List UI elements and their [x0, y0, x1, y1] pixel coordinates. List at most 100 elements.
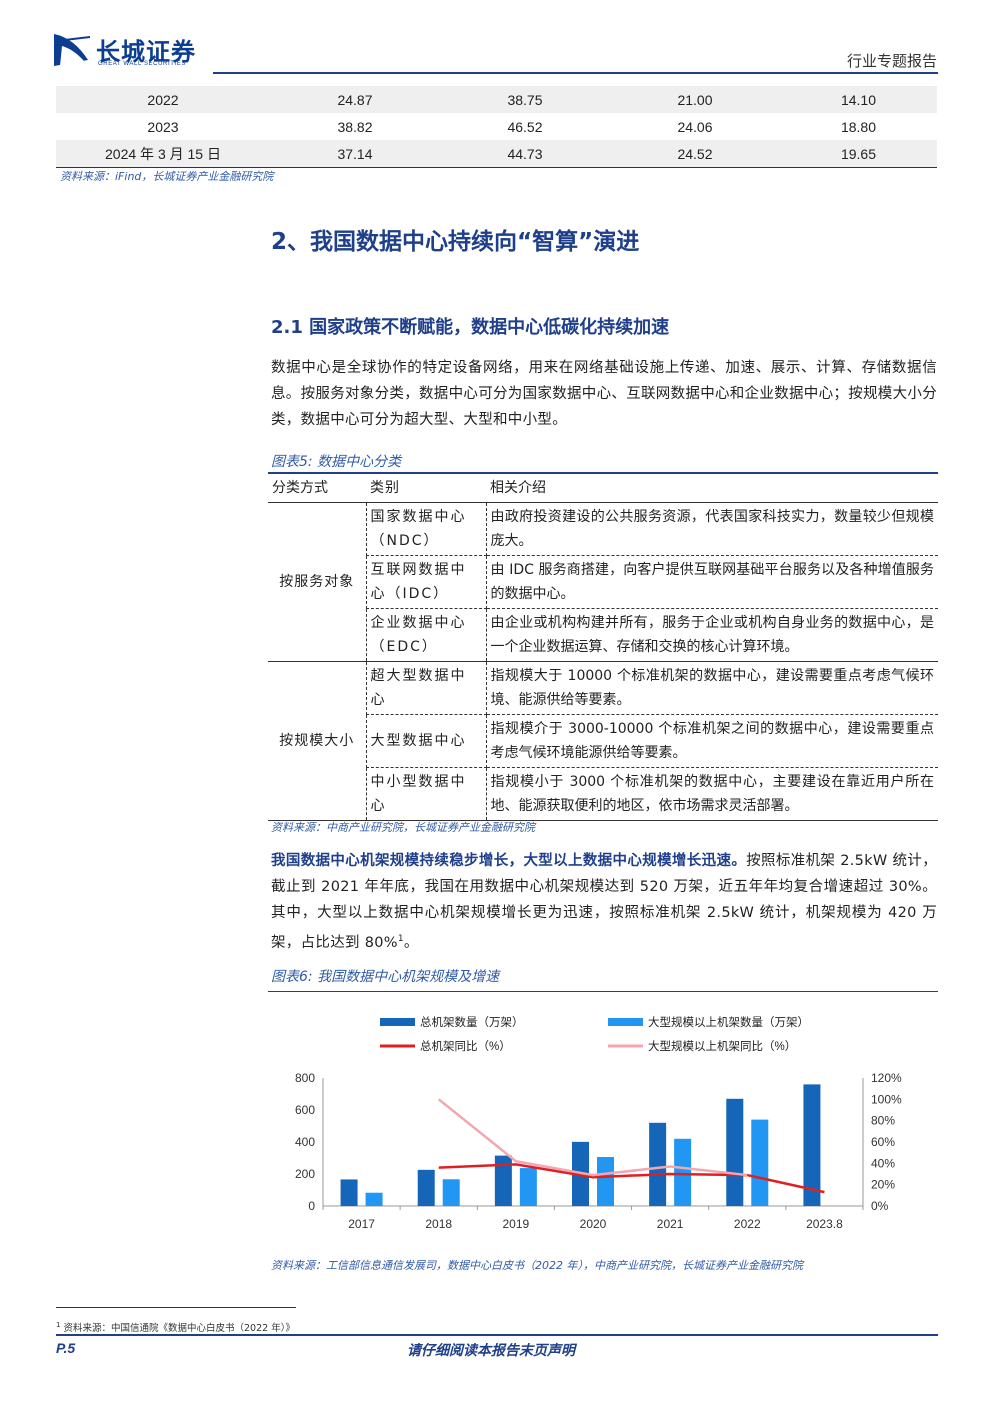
table-cell: 2023	[147, 118, 179, 135]
category-cell: 互联网数据中心（IDC）	[365, 555, 487, 609]
figure5-source: 资料来源：中商产业研究院，长城证券产业金融研究院	[271, 821, 535, 834]
description-cell: 由 IDC 服务商搭建，向客户提供互联网基础平台服务以及各种增值服务的数据中心。	[486, 555, 938, 609]
y-tick-label: 400	[295, 1135, 315, 1149]
x-tick-label: 2020	[580, 1217, 607, 1231]
header-cell: 相关介绍	[486, 472, 938, 503]
bar	[597, 1157, 614, 1206]
description-cell: 由企业或机构构建并所有，服务于企业或机构自身业务的数据中心，是一个企业数据运算、…	[486, 608, 938, 662]
bar	[803, 1084, 821, 1206]
legend-label: 总机架数量（万架）	[420, 1015, 524, 1029]
table-row: 大型数据中心 指规模介于 3000-10000 个标准机架之间的数据中心，建设需…	[268, 714, 938, 768]
table-row: 企业数据中心（EDC） 由企业或机构构建并所有，服务于企业或机构自身业务的数据中…	[268, 608, 938, 662]
rack-chart: 0 200 400 600 800 0% 20% 40% 60% 80% 100% 120% 2017 2…	[295, 1015, 902, 1231]
table-cell: 21.00	[610, 86, 780, 113]
category-cell: 大型数据中心	[365, 714, 487, 768]
y2-tick-label: 60%	[871, 1135, 895, 1149]
valuation-table: 2022 24.87 38.75 21.00 14.10 2023 38.82 …	[56, 86, 937, 167]
group-label: 按服务对象	[268, 502, 366, 662]
bar	[649, 1122, 667, 1206]
table-cell: 38.82	[337, 118, 373, 135]
bar	[494, 1155, 512, 1206]
bar	[751, 1119, 769, 1206]
table-bottom-rule	[56, 167, 937, 168]
paragraph-end: 。	[403, 934, 419, 951]
table-row: 2023 38.82 46.52 24.06 18.80	[56, 113, 937, 140]
description-cell: 指规模介于 3000-10000 个标准机架之间的数据中心，建设需要重点考虑气候…	[486, 714, 938, 768]
table-source: 资料来源：iFind，长城证券产业金融研究院	[60, 170, 274, 183]
table-row: 2022 24.87 38.75 21.00 14.10	[56, 86, 937, 113]
footnote-divider	[56, 1307, 296, 1308]
table-cell: 38.75	[440, 86, 610, 113]
x-tick-label: 2022	[734, 1217, 761, 1231]
figure6-source: 资料来源：工信部信息通信发展司，数据中心白皮书（2022 年），中商产业研究院，…	[271, 1259, 803, 1272]
category-cell: 超大型数据中心	[365, 661, 487, 715]
y2-tick-label: 100%	[871, 1092, 902, 1106]
bar	[726, 1098, 744, 1206]
legend-label: 大型规模以上机架数量（万架）	[648, 1015, 809, 1029]
paragraph-body: 按照标准机架 2.5kW 统计，截止到 2021 年年底，我国在用数据中心机架规…	[271, 853, 937, 951]
logo-en-text: GREAT WALL SECURITIES	[98, 61, 186, 67]
report-type: 行业专题报告	[846, 52, 937, 70]
y2-tick-label: 0%	[871, 1199, 889, 1213]
table-cell: 2024 年 3 月 15 日	[56, 140, 270, 167]
description-cell: 由政府投资建设的公共服务资源，代表国家科技实力，数量较少但规模庞大。	[486, 502, 938, 556]
category-cell: 中小型数据中心	[365, 767, 487, 821]
x-tick-label: 2018	[425, 1217, 452, 1231]
footnote: 1 资料来源：中国信通院《数据中心白皮书（2022 年）》	[56, 1320, 295, 1334]
table-row: 按规模大小 超大型数据中心 指规模大于 10000 个标准机架的数据中心，建设需…	[268, 661, 938, 821]
footnote-ref: 1	[397, 934, 404, 944]
table-cell: 14.10	[780, 86, 937, 113]
footnote-text: 资料来源：中国信通院《数据中心白皮书（2022 年）》	[63, 1323, 295, 1334]
page-number: P.5	[56, 1340, 76, 1356]
bar	[519, 1168, 537, 1206]
description-cell: 指规模大于 10000 个标准机架的数据中心，建设需要重点考虑气候环境、能源供给…	[486, 661, 938, 715]
x-tick-label: 2023.8	[806, 1217, 843, 1231]
group-label: 按规模大小	[268, 661, 366, 821]
header-rule	[213, 72, 938, 74]
bar	[365, 1192, 383, 1206]
table-row: 2024 年 3 月 15 日 37.14 44.73 24.52 19.65	[56, 140, 937, 167]
figure6-rule	[268, 991, 938, 992]
y-tick-label: 200	[295, 1167, 315, 1181]
header-cell: 分类方式	[268, 472, 366, 503]
x-tick-label: 2019	[503, 1217, 530, 1231]
table-cell: 44.73	[440, 140, 610, 167]
bar	[417, 1169, 435, 1206]
bar	[340, 1179, 358, 1206]
table-row: 按服务对象 国家数据中心（NDC） 由政府投资建设的公共服务资源，代表国家科技实…	[268, 502, 938, 662]
figure5-title: 图表5: 数据中心分类	[271, 454, 402, 470]
description-cell: 指规模小于 3000 个标准机架的数据中心，主要建设在靠近用户所在地、能源获取便…	[486, 767, 938, 821]
table-cell: 24.87	[270, 86, 440, 113]
table-cell: 19.65	[780, 140, 937, 167]
category-cell: 国家数据中心（NDC）	[365, 502, 487, 556]
section-heading: 2、我国数据中心持续向“智算”演进	[271, 229, 640, 255]
bar	[674, 1138, 692, 1206]
table-cell: 37.14	[270, 140, 440, 167]
y2-tick-label: 80%	[871, 1114, 895, 1128]
y2-tick-label: 40%	[871, 1156, 895, 1170]
table-header-row: 分类方式 类别 相关介绍	[268, 472, 938, 503]
paragraph-lead: 我国数据中心机架规模持续稳步增长，大型以上数据中心规模增长迅速。	[271, 853, 747, 869]
subsection-heading: 2.1 国家政策不断赋能，数据中心低碳化持续加速	[271, 317, 670, 338]
x-tick-label: 2021	[657, 1217, 684, 1231]
bar	[442, 1179, 460, 1206]
table-row: 中小型数据中心 指规模小于 3000 个标准机架的数据中心，主要建设在靠近用户所…	[268, 767, 938, 821]
legend-swatch	[608, 1018, 643, 1026]
logo: 长城证券 GREAT WALL SECURITIES	[52, 30, 212, 72]
series-line	[438, 1163, 825, 1194]
logo-cn-text: 长城证券	[96, 38, 196, 66]
table-cell: 2022	[56, 86, 270, 113]
classification-table: 分类方式 类别 相关介绍 按服务对象 国家数据中心（NDC） 由政府投资建设的公…	[268, 472, 938, 821]
header-cell: 类别	[366, 472, 486, 503]
table-cell: 18.80	[840, 118, 877, 135]
table-cell: 46.52	[507, 118, 543, 135]
footer-rule	[56, 1334, 938, 1336]
table-cell: 24.06	[677, 118, 713, 135]
y-tick-label: 0	[308, 1199, 315, 1213]
legend-label: 大型规模以上机架同比（%）	[648, 1039, 796, 1053]
y-tick-label: 600	[295, 1103, 315, 1117]
footnote-number: 1	[56, 1320, 61, 1329]
disclaimer-link[interactable]: 请仔细阅读本报告末页声明	[407, 1343, 575, 1359]
legend-label: 总机架同比（%）	[420, 1039, 511, 1053]
x-tick-label: 2017	[348, 1217, 375, 1231]
